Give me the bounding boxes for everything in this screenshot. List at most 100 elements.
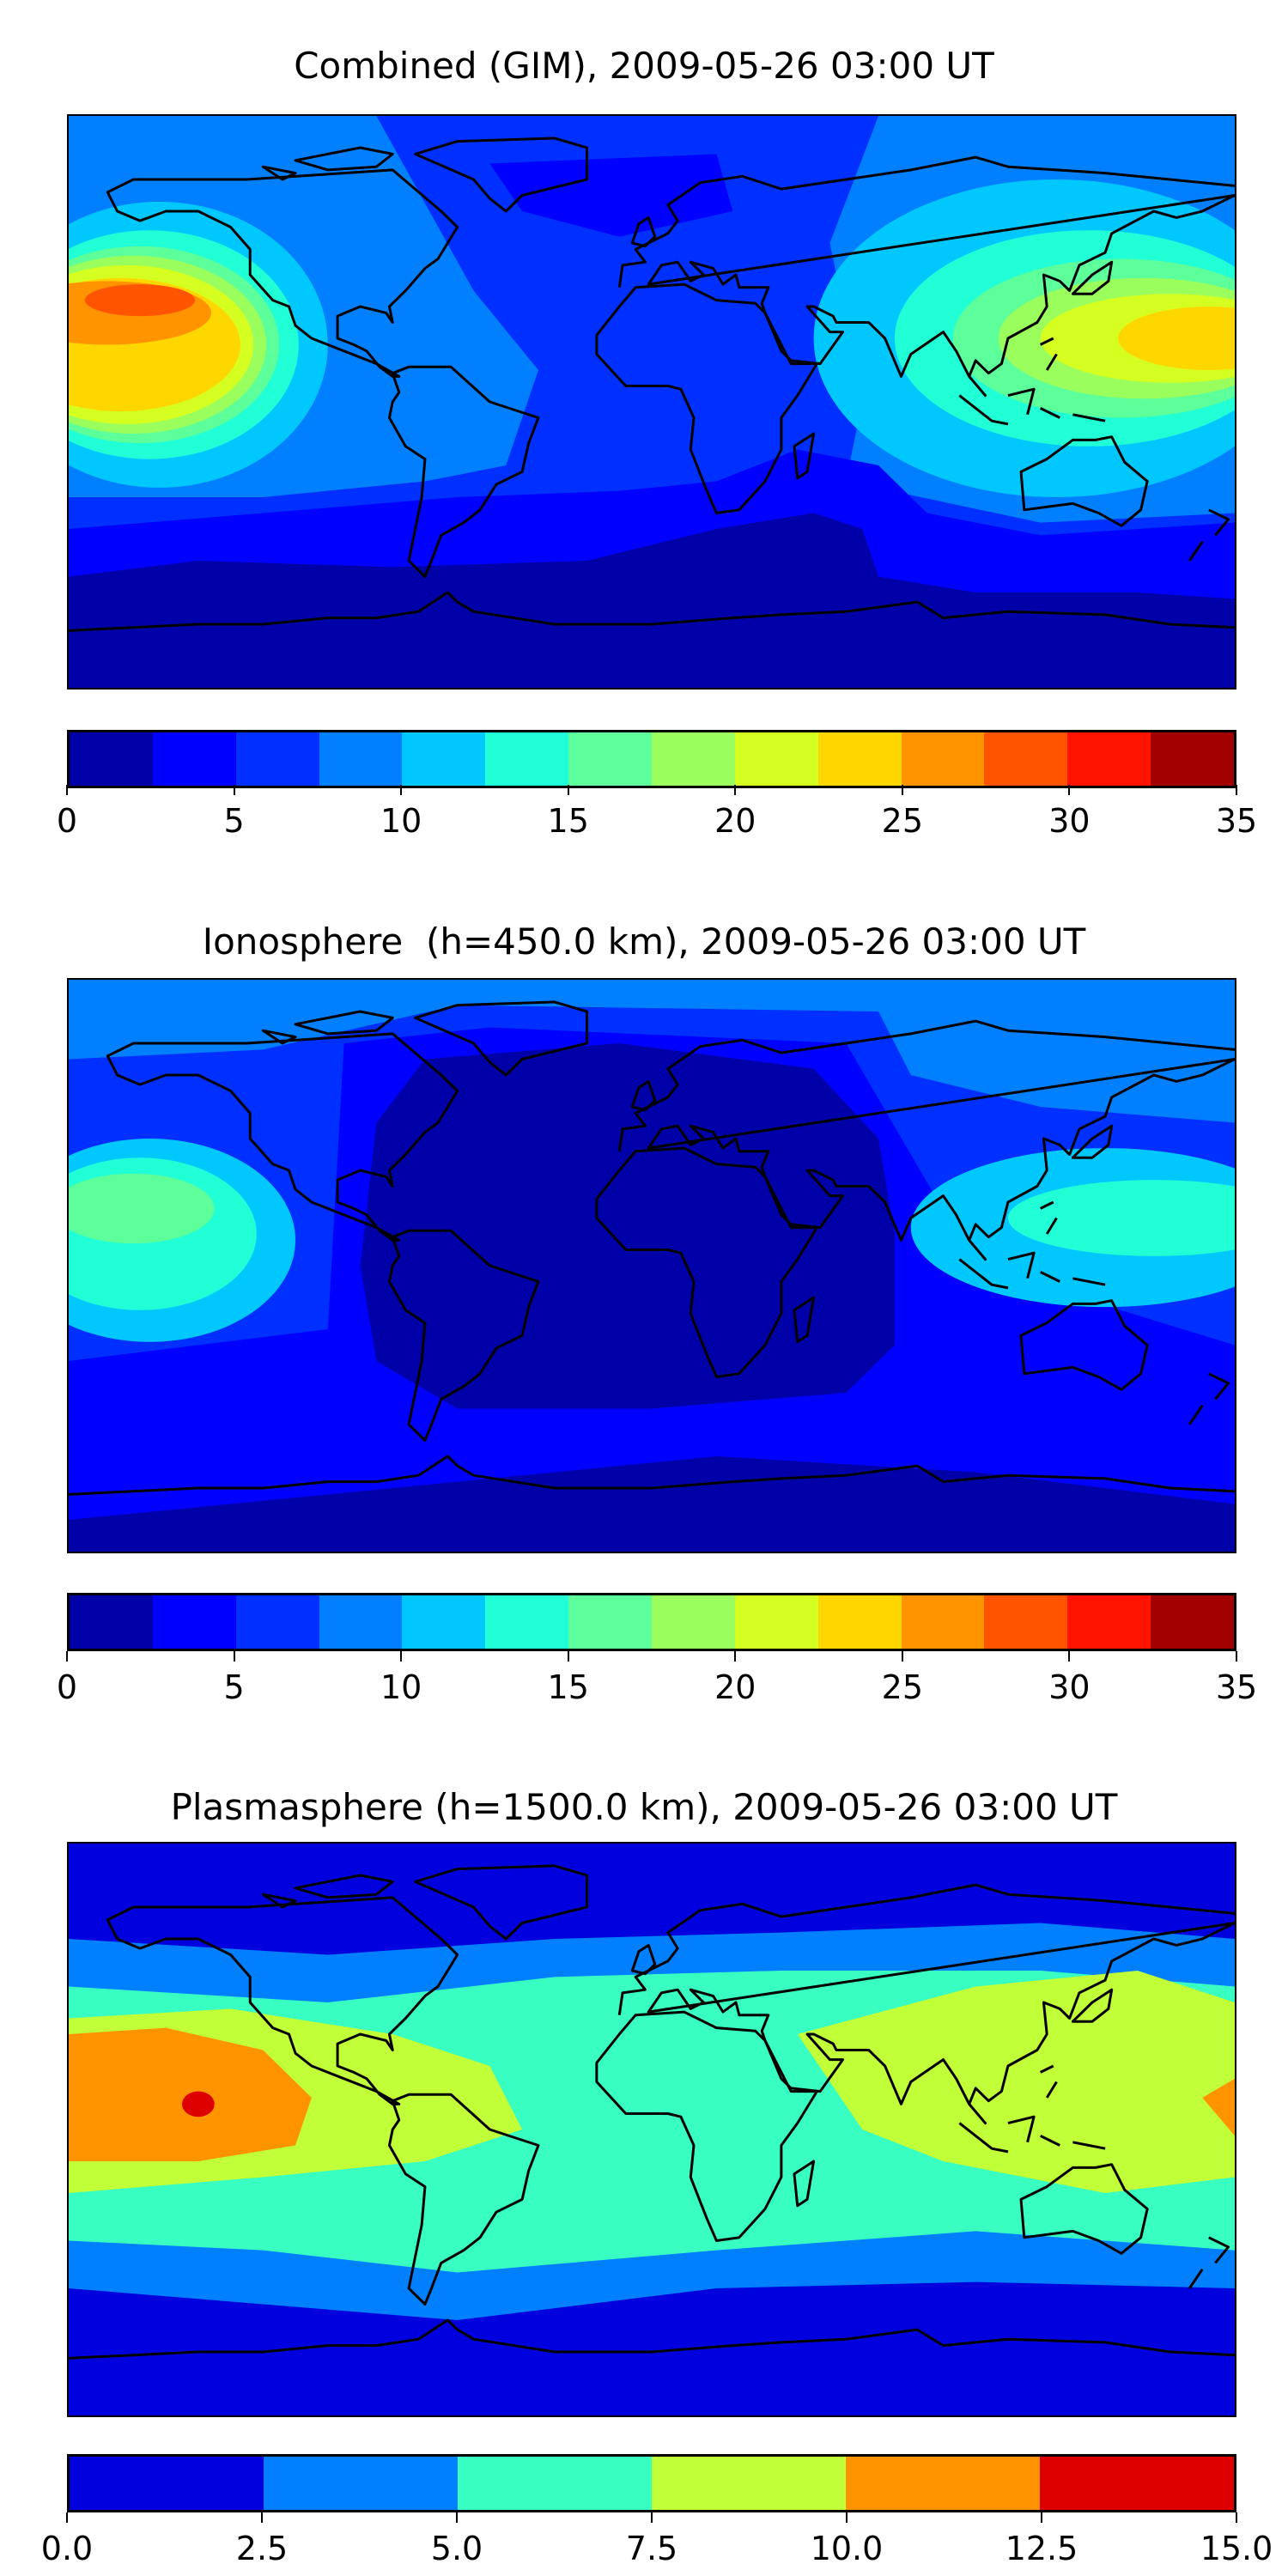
colorbar-segment-10-12.5: [402, 732, 486, 786]
colorbar-tick-mark: [846, 2512, 848, 2523]
contour-level-22.5-25-asia: [1118, 307, 1235, 370]
colorbar-combined: [67, 730, 1236, 788]
colorbar-segment-0-2.5: [70, 732, 153, 786]
colorbar-ionosphere: [67, 1593, 1236, 1651]
colorbar-segment-2.5-5: [264, 2457, 458, 2510]
colorbar-tick-label: 12.5: [1005, 2530, 1078, 2567]
colorbar-segment-25-27.5: [901, 732, 985, 786]
contour-level-15-17.5: [69, 1173, 215, 1244]
colorbar-tick-label: 5: [223, 802, 245, 840]
colorbar-tick-label: 25: [881, 802, 924, 840]
colorbar-tick-mark: [233, 1651, 235, 1662]
colorbar-segment-30-32.5: [1067, 1595, 1151, 1649]
colorbar-tick-label: 0: [56, 802, 78, 840]
colorbar-tick-mark: [233, 785, 235, 795]
colorbar-segment-20-22.5: [734, 1595, 818, 1649]
colorbar-segment-25-27.5: [901, 1595, 985, 1649]
colorbar-tick-label: 15: [547, 1668, 589, 1706]
contour-level-12.5-15-asia: [1007, 1180, 1235, 1256]
contour-level-12.5-15: [182, 2091, 215, 2117]
contour-level-2.5-5: [69, 154, 1235, 688]
colorbar-tick-label: 20: [714, 802, 756, 840]
colorbar-segment-10-12.5: [846, 2457, 1040, 2510]
colorbar-tick-label: 2.5: [235, 2530, 289, 2567]
colorbar-tick-label: 20: [714, 1668, 756, 1706]
colorbar-tick-label: 10: [380, 802, 422, 840]
colorbar-segment-5-7.5: [458, 2457, 652, 2510]
colorbar-ticks-plasmasphere: 0.0 2.5 5.0 7.5 10.0 12.5 15.0: [41, 2512, 1273, 2573]
colorbar-tick-label: 25: [881, 1668, 924, 1706]
colorbar-segment-0-2.5: [70, 2457, 264, 2510]
colorbar-segment-17.5-20: [652, 732, 735, 786]
colorbar-segment-10-12.5: [402, 1595, 486, 1649]
panel-title-plasmasphere: Plasmasphere (h=1500.0 km), 2009-05-26 0…: [170, 1786, 1118, 1828]
contour-level-10-12.5: [69, 2027, 1235, 2161]
colorbar-tick-label: 15: [547, 802, 589, 840]
colorbar-tick-label: 30: [1048, 802, 1091, 840]
map-plasmasphere: [67, 1842, 1236, 2417]
contour-level-0-2.5: [69, 513, 1235, 688]
colorbar-tick-mark: [734, 785, 737, 795]
colorbar-tick-mark: [1236, 785, 1237, 795]
colorbar-tick-mark: [261, 2512, 263, 2523]
colorbar-tick-mark: [567, 1651, 569, 1662]
colorbar-segment-2.5-5: [152, 732, 236, 786]
colorbar-tick-mark: [651, 2512, 653, 2523]
colorbar-segment-22.5-25: [817, 732, 902, 786]
colorbar-ticks-combined: 0 5 10 15 20 25 30 35: [57, 785, 1257, 845]
panel-title-ionosphere: Ionosphere (h=450.0 km), 2009-05-26 03:0…: [202, 920, 1086, 963]
colorbar-segment-5-7.5: [235, 732, 319, 786]
colorbar-tick-mark: [456, 2512, 458, 2523]
colorbar-tick-mark: [901, 785, 903, 795]
colorbar-segment-32.5-35: [1151, 732, 1235, 786]
colorbar-tick-label: 35: [1215, 802, 1258, 840]
colorbar-tick-mark: [1236, 1651, 1237, 1662]
colorbar-segment-30-32.5: [1067, 732, 1151, 786]
colorbar-segment-7.5-10: [319, 732, 403, 786]
colorbar-tick-mark: [1236, 2512, 1237, 2523]
panel-title-combined: Combined (GIM), 2009-05-26 03:00 UT: [294, 45, 994, 87]
colorbar-segment-20-22.5: [734, 732, 818, 786]
colorbar-tick-label: 0.0: [40, 2530, 94, 2567]
colorbar-tick-label: 5.0: [430, 2530, 483, 2567]
contour-level-27.5-30: [84, 284, 196, 317]
colorbar-segment-0-2.5: [70, 1595, 153, 1649]
colorbar-tick-mark: [1041, 2512, 1042, 2523]
colorbar-segment-22.5-25: [817, 1595, 902, 1649]
colorbar-ticks-ionosphere: 0 5 10 15 20 25 30 35: [57, 1651, 1257, 1711]
colorbar-tick-label: 30: [1048, 1668, 1091, 1706]
colorbar-tick-label: 10: [380, 1668, 422, 1706]
colorbar-tick-mark: [66, 785, 68, 795]
colorbar-tick-mark: [66, 1651, 68, 1662]
colorbar-segment-12.5-15: [485, 732, 569, 786]
map-combined-gim: [67, 114, 1236, 690]
colorbar-segment-17.5-20: [652, 1595, 735, 1649]
colorbar-tick-mark: [400, 785, 403, 795]
colorbar-segment-5-7.5: [235, 1595, 319, 1649]
colorbar-segment-27.5-30: [984, 732, 1068, 786]
colorbar-tick-mark: [567, 785, 569, 795]
colorbar-segment-7.5-10: [319, 1595, 403, 1649]
colorbar-tick-mark: [66, 2512, 68, 2523]
colorbar-segment-15-17.5: [568, 1595, 653, 1649]
colorbar-tick-mark: [400, 1651, 403, 1662]
colorbar-tick-label: 10.0: [810, 2530, 884, 2567]
colorbar-tick-mark: [734, 1651, 737, 1662]
colorbar-tick-label: 0: [56, 1668, 78, 1706]
colorbar-tick-label: 7.5: [625, 2530, 678, 2567]
colorbar-segment-2.5-5: [152, 1595, 236, 1649]
map-ionosphere: [67, 978, 1236, 1553]
colorbar-tick-label: 15.0: [1200, 2530, 1273, 2567]
colorbar-tick-mark: [1068, 785, 1071, 795]
colorbar-segment-7.5-10: [652, 2457, 846, 2510]
colorbar-segment-27.5-30: [984, 1595, 1068, 1649]
colorbar-tick-mark: [1068, 1651, 1071, 1662]
contour-level-7.5-10-east: [797, 1971, 1235, 2193]
colorbar-segment-32.5-35: [1151, 1595, 1235, 1649]
contour-level-0-2.5: [69, 1043, 1235, 1552]
colorbar-segment-12.5-15: [485, 1595, 569, 1649]
colorbar-segment-15-17.5: [568, 732, 653, 786]
colorbar-plasmasphere: [67, 2454, 1236, 2512]
colorbar-tick-label: 35: [1215, 1668, 1258, 1706]
colorbar-segment-12.5-15: [1040, 2457, 1234, 2510]
